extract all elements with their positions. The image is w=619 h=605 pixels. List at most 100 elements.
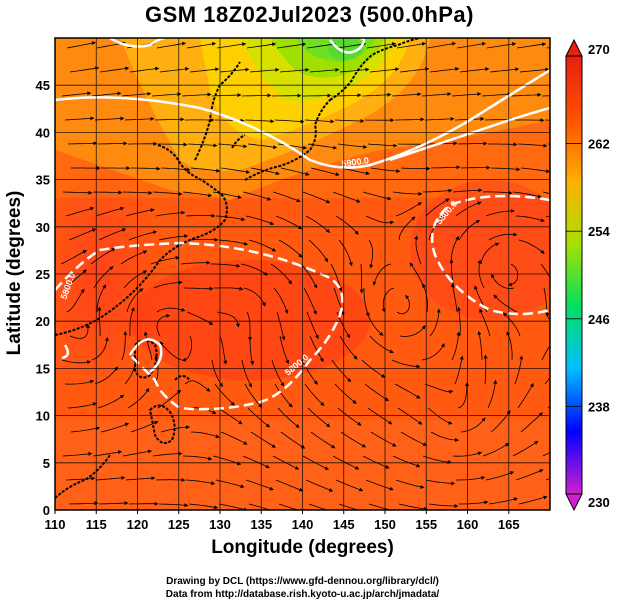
streamline-190 [156,307,186,313]
streamline-312 [245,479,274,491]
streamline-72 [187,143,218,148]
x-tick-135: 135 [250,517,272,532]
streamline-311 [215,479,245,489]
streamline-116 [482,190,513,195]
streamline-38 [181,92,212,97]
y-tick-35: 35 [36,173,50,188]
credit-drawing: Drawing by DCL (https://www.gfd-dennou.o… [166,576,439,587]
x-tick-160: 160 [457,517,479,532]
streamline-191 [186,311,214,326]
colorbar-tick-230: 230 [588,495,610,510]
colorbar-ramp [565,55,583,495]
streamline-319 [456,475,486,481]
streamline-163 [359,263,364,294]
streamline-237 [541,344,550,361]
streamline-223 [121,330,128,361]
streamline-167 [480,242,500,265]
streamline-59 [304,119,335,124]
streamline-30 [459,67,490,73]
streamline-202 [493,294,518,313]
streamline-227 [241,359,253,388]
colorbar-top-arrow [565,38,583,57]
streamline-210 [249,336,255,366]
streamline-281 [340,431,367,448]
streamline-192 [216,311,240,328]
streamline-97 [430,165,461,170]
streamline-180 [363,288,370,317]
streamline-13 [456,41,487,49]
streamline-128 [335,215,359,235]
streamline-5 [216,42,247,49]
streamline-178 [303,287,317,315]
streamline-14 [486,42,517,49]
streamline-235 [477,330,483,361]
streamline-153 [60,250,87,265]
streamline-127 [305,215,331,233]
streamline-150 [488,232,518,241]
streamline-334 [398,503,428,510]
streamline-141 [218,239,249,246]
streamline-123 [185,213,216,218]
streamline-82 [488,142,518,147]
streamline-9 [336,42,367,49]
streamline-200 [450,282,458,313]
streamline-7 [276,42,307,49]
streamline-289 [62,451,93,457]
chart-title: GSM 18Z02Jul2023 (500.0hPa) [145,2,474,27]
colorbar-tick-262: 262 [588,137,610,152]
streamline-331 [308,503,329,510]
streamline-329 [248,503,278,510]
streamline-216 [429,308,441,337]
streamline-187 [66,288,85,313]
streamline-93 [310,167,340,177]
y-tick-5: 5 [43,456,50,471]
streamline-323 [68,501,99,506]
streamline-10 [366,42,397,49]
x-tick-145: 145 [333,517,355,532]
streamline-63 [424,116,455,121]
streamline-15 [516,42,547,49]
streamline-99 [490,167,521,172]
streamline-328 [218,503,248,510]
streamline-253 [514,355,524,385]
streamline-122 [155,210,186,217]
streamline-207 [156,313,171,337]
streamline-188 [96,284,107,313]
streamline-258 [157,389,182,409]
streamline-77 [337,143,368,149]
streamline-228 [271,359,285,387]
streamline-234 [451,331,461,361]
x-tick-130: 130 [209,517,231,532]
colorbar-tick-246: 246 [588,312,610,327]
streamline-309 [155,477,186,482]
streamline-3 [156,41,187,49]
streamline-44 [361,92,392,97]
streamline-48 [481,92,512,97]
streamline-157 [180,260,211,265]
streamline-29 [429,67,460,73]
streamline-240 [124,357,138,385]
streamline-306 [65,476,96,481]
streamline-262 [277,407,300,429]
streamline-36 [121,91,152,97]
streamline-90 [220,167,251,174]
x-tick-155: 155 [415,517,437,532]
streamline-32 [519,67,550,73]
y-tick-30: 30 [36,220,50,235]
x-tick-labels: 110 115 120 125 130 135 140 145 150 155 160 165 [45,510,520,532]
streamline-232 [391,359,421,369]
streamline-282 [370,431,397,447]
streamline-246 [304,383,325,407]
streamline-19 [129,66,160,73]
streamline-252 [483,354,488,385]
y-tick-15: 15 [36,361,50,376]
streamline-78 [367,143,398,148]
y-tick-45: 45 [36,78,50,93]
streamline-20 [159,67,190,73]
y-tick-10: 10 [36,409,50,424]
streamline-18 [99,66,130,73]
streamline-103 [92,190,123,195]
streamline-285 [460,417,486,433]
streamline-290 [92,450,123,457]
